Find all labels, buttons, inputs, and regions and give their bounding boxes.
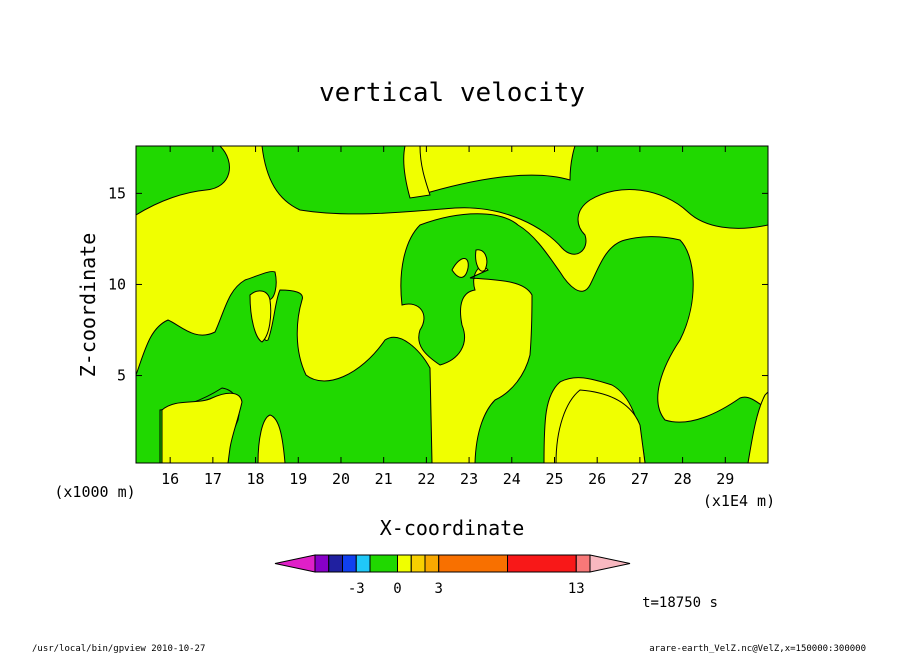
x-tick-label: 26 [588,470,606,488]
x-tick-label: 21 [375,470,393,488]
downdraft-region [400,213,768,463]
positive-velocity-regions [161,146,768,463]
x-axis: 16 17 18 19 20 21 22 23 24 25 26 27 28 29 [161,146,734,488]
time-label: t=18750 s [642,595,718,611]
updraft-region [451,258,469,278]
x-axis-title: X-coordinate [380,516,525,540]
x-tick-label: 24 [503,470,521,488]
updraft-region [249,290,272,343]
colorbar-min-arrow [274,554,316,573]
updraft-region [747,391,768,463]
x-tick-label: 27 [631,470,649,488]
colorbar-segment [342,554,357,573]
colorbar-label: -3 [348,581,365,597]
updraft-region [161,392,243,463]
updraft-region [555,389,646,463]
chart-title: vertical velocity [319,78,585,108]
colorbar-labels: -3 0 3 13 [348,581,585,597]
y-tick-label: 5 [117,367,126,385]
updraft-region [257,414,286,463]
colorbar-segment [507,554,577,573]
colorbar-max-arrow [589,554,631,573]
x-tick-label: 20 [332,470,350,488]
x-tick-label: 29 [716,470,734,488]
downdraft-region [136,146,230,216]
colorbar-segment [424,554,440,573]
y-tick-label: 15 [108,184,126,202]
colorbar-segment [410,554,426,573]
y-axis-title: Z-coordinate [76,233,100,378]
x-tick-label: 25 [545,470,563,488]
y-tick-label: 10 [108,275,126,293]
footer-left: /usr/local/bin/gpview 2010-10-27 [32,644,205,654]
colorbar-label: 13 [568,581,585,597]
colorbar-segment [328,554,343,573]
colorbar-segment [369,554,398,573]
updraft-region [403,146,431,199]
colorbar-segment [397,554,412,573]
colorbar-label: 0 [393,581,401,597]
x-tick-label: 22 [417,470,435,488]
updraft-region [475,249,488,272]
x-tick-label: 23 [460,470,478,488]
x-tick-label: 18 [247,470,265,488]
downdraft-region [261,146,768,255]
x-tick-label: 28 [674,470,692,488]
colorbar-label: 3 [435,581,443,597]
x-tick-label: 16 [161,470,179,488]
colorbar-segment [314,554,330,573]
colorbar [274,554,631,573]
plot-area [136,146,768,463]
plot-frame [135,145,769,464]
colorbar-segment [355,554,371,573]
x-unit-label: (x1E4 m) [703,492,775,510]
y-unit-label: (x1000 m) [54,483,135,501]
footer-right: arare-earth_VelZ.nc@VelZ,x=150000:300000 [649,644,866,654]
x-tick-label: 17 [204,470,222,488]
colorbar-segment [438,554,508,573]
colorbar-segment [575,554,591,573]
y-axis: 5 10 15 [108,184,768,385]
x-tick-label: 19 [289,470,307,488]
